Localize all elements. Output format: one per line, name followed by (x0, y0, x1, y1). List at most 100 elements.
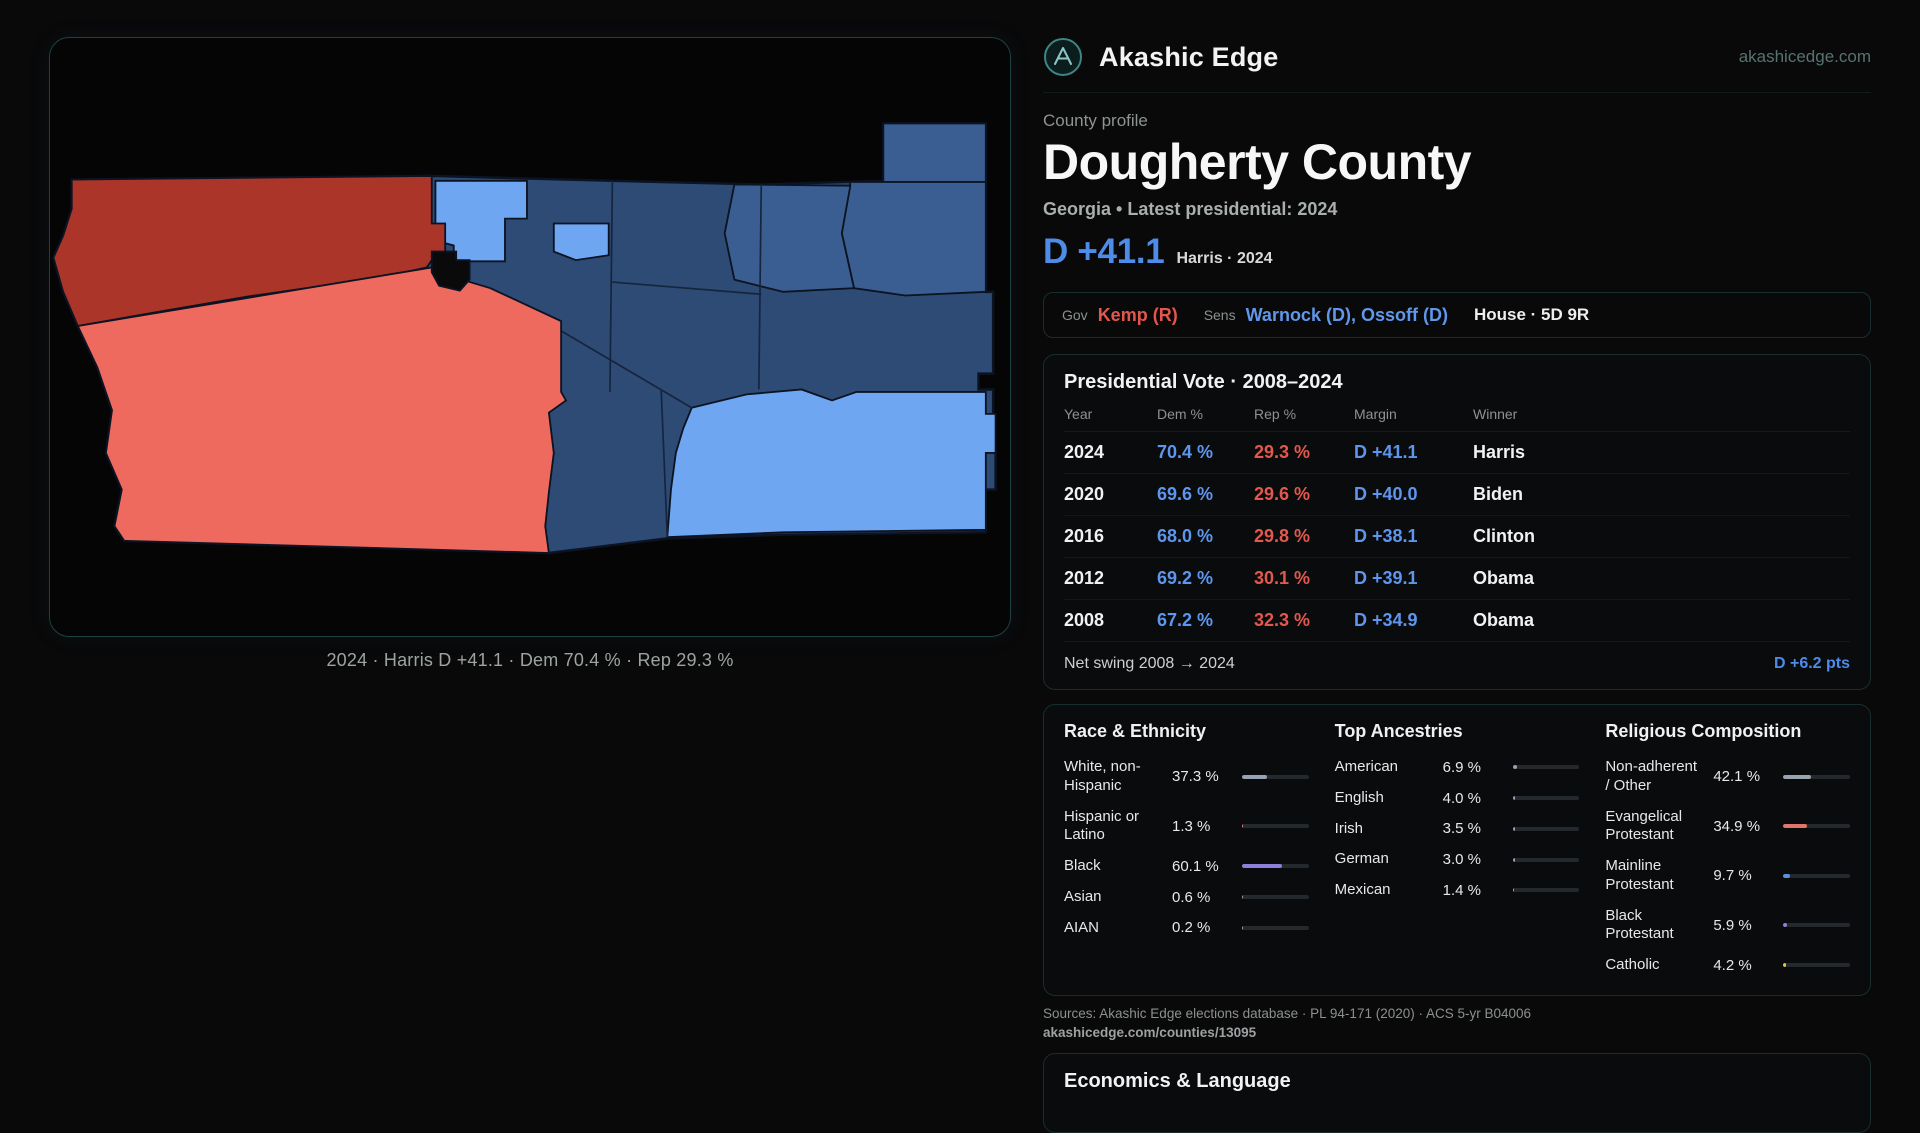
demo-row-bar (1242, 774, 1309, 779)
economics-card: Economics & Language (1043, 1052, 1871, 1133)
vote-row: 2008 67.2 % 32.3 % D +34.9 Obama (1064, 600, 1850, 642)
demographics-card: Race & Ethnicity White, non-Hispanic 37.3 … (1043, 704, 1871, 996)
vote-cell-margin: D +39.1 (1354, 568, 1418, 588)
demo-row-label: Irish (1334, 819, 1363, 837)
sens-label: Sens (1203, 307, 1236, 323)
demo-row-value: 60.1 % (1172, 857, 1219, 875)
headline-margin-note: Harris · 2024 (1176, 250, 1273, 267)
demo-row-value: 9.7 % (1713, 867, 1752, 885)
county-precinct-map (52, 122, 997, 555)
vote-cell-year: 2012 (1064, 568, 1105, 588)
demo-row-value: 3.0 % (1442, 851, 1482, 869)
demo-group-religion: Religious Composition Non-adherent / Othe… (1605, 721, 1850, 981)
demo-row-label: Hispanic or Latino (1064, 807, 1140, 844)
vote-cell-winner: Obama (1473, 568, 1535, 588)
demo-row-value: 0.6 % (1172, 888, 1211, 906)
demo-row-bar (1512, 765, 1580, 770)
governor-value: Kemp (R) (1097, 304, 1178, 325)
vote-row: 2016 68.0 % 29.8 % D +38.1 Clinton (1064, 516, 1850, 558)
demo-row-label: Evangelical Protestant (1605, 807, 1683, 844)
demo-row: Hispanic or Latino 1.3 % (1064, 802, 1309, 852)
demo-row-value: 6.9 % (1442, 758, 1482, 776)
demo-row-label: English (1334, 788, 1384, 806)
demo-row-value: 1.3 % (1172, 817, 1211, 835)
demo-row-label: Asian (1064, 887, 1102, 905)
demo-row-bar (1512, 857, 1580, 862)
vote-col-header: Year (1064, 406, 1093, 422)
map-region-dem-light-c (666, 388, 997, 539)
demo-row-label: Mexican (1334, 881, 1391, 898)
map-region-dem-mid-c (723, 183, 856, 293)
demo-row-value: 5.9 % (1713, 916, 1752, 934)
map-region-rep-light (76, 266, 568, 554)
presidential-vote-card: Presidential Vote · 2008–2024 Year Dem % R… (1043, 354, 1871, 690)
vote-row: 2024 70.4 % 29.3 % D +41.1 Harris (1064, 432, 1850, 474)
demo-group-title: Race & Ethnicity (1064, 721, 1207, 741)
sources-note: Sources: Akashic Edge elections database… (1043, 1004, 1871, 1043)
vote-cell-winner: Clinton (1473, 526, 1535, 546)
headline-margin-value: D +41.1 (1043, 232, 1165, 271)
vote-cell-year: 2020 (1064, 484, 1105, 504)
demo-row-label: Non-adherent / Other (1605, 758, 1698, 794)
vote-cell-margin: D +41.1 (1354, 442, 1418, 462)
demo-row: Mainline Protestant 9.7 % (1605, 851, 1850, 901)
kicker-county-profile: County profile (1043, 111, 1148, 130)
demo-row-label: Black Protestant (1605, 906, 1674, 943)
vote-table-header: Year Dem % Rep % Margin Winner (1064, 406, 1850, 432)
demo-row-label: Black (1064, 857, 1101, 874)
map-region-empty-precinct (430, 250, 471, 292)
vote-cell-rep: 29.6 % (1254, 484, 1311, 504)
demo-row: Mexican 1.4 % (1335, 875, 1580, 906)
vote-card-title: Presidential Vote · 2008–2024 (1064, 371, 1343, 393)
vote-cell-winner: Harris (1473, 442, 1526, 462)
brand-domain-link[interactable]: akashicedge.com (1738, 47, 1871, 66)
demo-row-value: 3.5 % (1442, 820, 1482, 838)
demo-row: Black Protestant 5.9 % (1605, 901, 1850, 951)
vote-row: 2020 69.6 % 29.6 % D +40.0 Biden (1064, 474, 1850, 516)
demo-row-label: AIAN (1064, 918, 1100, 936)
demo-group-title: Top Ancestries (1334, 721, 1463, 741)
demo-row-value: 4.2 % (1713, 956, 1752, 974)
vote-cell-margin: D +38.1 (1354, 526, 1418, 546)
demo-row-label: White, non-Hispanic (1064, 758, 1141, 794)
akashic-edge-logo-icon (1044, 38, 1082, 76)
demo-row-bar (1242, 895, 1309, 900)
vote-cell-dem: 70.4 % (1157, 442, 1214, 462)
vote-row: 2012 69.2 % 30.1 % D +39.1 Obama (1064, 558, 1850, 600)
demo-row-bar (1783, 923, 1850, 928)
map-region-dem-mid-b (840, 181, 987, 297)
demo-row: Evangelical Protestant 34.9 % (1605, 802, 1850, 852)
headline-margin: D +41.1 Harris · 2024 (1043, 232, 1871, 272)
sources-permalink[interactable]: akashicedge.com/counties/13095 (1043, 1025, 1257, 1041)
vote-cell-margin: D +40.0 (1354, 484, 1418, 504)
demo-row-value: 0.2 % (1172, 919, 1211, 937)
senators-value: Warnock (D), Ossoff (D) (1245, 304, 1448, 325)
house-delegation-value: House · 5D 9R (1473, 305, 1590, 324)
vote-cell-rep: 29.3 % (1254, 442, 1311, 462)
demo-row: Non-adherent / Other 42.1 % (1605, 752, 1850, 802)
demo-row-bar (1783, 963, 1850, 968)
demo-row-value: 4.0 % (1442, 789, 1482, 807)
demo-row-bar (1242, 824, 1309, 829)
demo-group-title: Religious Composition (1605, 721, 1802, 741)
demo-row-label: American (1334, 758, 1399, 775)
vote-cell-winner: Obama (1473, 610, 1535, 630)
map-caption: 2024 · Harris D +41.1 · Dem 70.4 % · Rep… (326, 650, 734, 670)
vote-col-header: Margin (1354, 406, 1397, 422)
vote-col-header: Winner (1473, 406, 1518, 422)
demo-row-bar (1783, 774, 1850, 779)
net-swing-value: D +6.2 pts (1773, 655, 1850, 672)
demo-row-bar (1783, 873, 1850, 878)
net-swing-label: Net swing 2008 → 2024 (1064, 655, 1235, 672)
vote-cell-dem: 67.2 % (1157, 610, 1214, 630)
vote-cell-rep: 30.1 % (1254, 568, 1311, 588)
demo-row-bar (1242, 925, 1309, 930)
vote-cell-rep: 29.8 % (1254, 526, 1311, 546)
gov-label: Gov (1062, 307, 1088, 323)
demo-row-bar (1512, 796, 1580, 801)
vote-cell-winner: Biden (1473, 484, 1524, 504)
demo-row: German 3.0 % (1335, 844, 1580, 875)
demo-group-ancestries: Top Ancestries American 6.9 % English 4.0 % I… (1335, 721, 1580, 981)
county-profile-panel: Akashic Edge akashicedge.com County prof… (1043, 0, 1871, 1133)
demo-row-bar (1242, 864, 1309, 869)
